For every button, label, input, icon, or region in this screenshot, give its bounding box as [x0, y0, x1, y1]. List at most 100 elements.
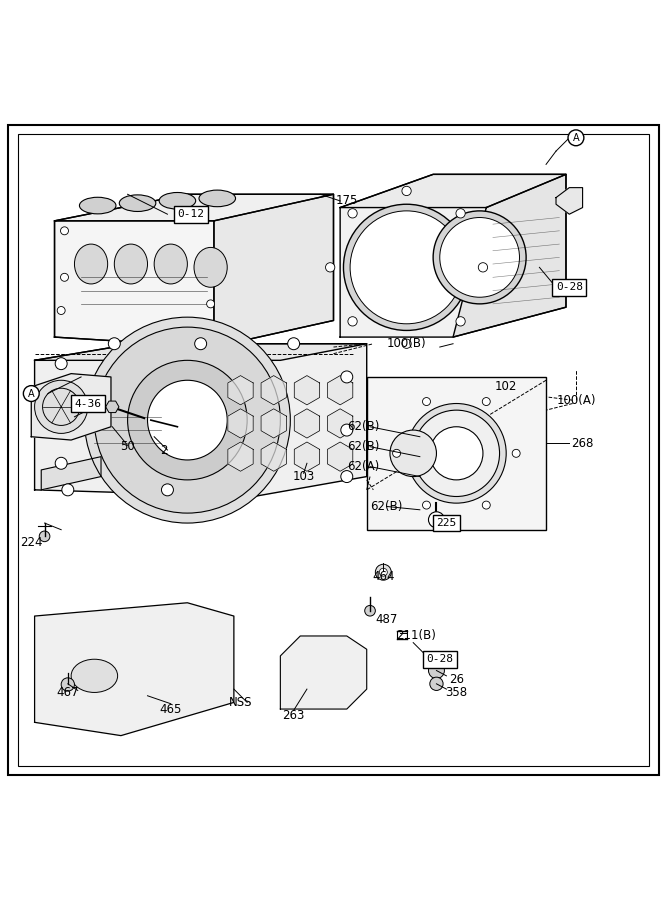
Text: 0-28: 0-28 — [556, 283, 583, 293]
Polygon shape — [35, 603, 234, 735]
Ellipse shape — [159, 193, 195, 209]
Ellipse shape — [154, 244, 187, 284]
Circle shape — [422, 501, 430, 509]
Circle shape — [482, 501, 490, 509]
Polygon shape — [35, 344, 367, 497]
Polygon shape — [340, 175, 566, 208]
Polygon shape — [261, 442, 286, 472]
FancyBboxPatch shape — [367, 377, 546, 530]
Polygon shape — [327, 375, 353, 405]
Polygon shape — [261, 375, 286, 405]
Text: 487: 487 — [376, 613, 398, 626]
Polygon shape — [340, 175, 566, 338]
Text: 103: 103 — [293, 470, 315, 483]
Circle shape — [365, 606, 376, 616]
Text: 4-36: 4-36 — [74, 399, 101, 409]
Circle shape — [127, 360, 247, 480]
Circle shape — [108, 338, 120, 350]
Circle shape — [55, 357, 67, 370]
Circle shape — [210, 333, 218, 341]
Ellipse shape — [119, 195, 156, 212]
Text: 2: 2 — [160, 444, 168, 456]
Circle shape — [35, 381, 88, 434]
Circle shape — [376, 564, 392, 580]
Text: 100(A): 100(A) — [556, 393, 596, 407]
Text: 225: 225 — [436, 518, 456, 528]
Ellipse shape — [79, 197, 116, 214]
Circle shape — [456, 209, 465, 218]
Polygon shape — [214, 194, 334, 347]
Circle shape — [62, 484, 74, 496]
Text: 62(B): 62(B) — [370, 500, 403, 513]
Circle shape — [55, 457, 67, 469]
Circle shape — [57, 307, 65, 314]
Text: A: A — [573, 133, 579, 143]
Ellipse shape — [71, 659, 117, 692]
Polygon shape — [294, 375, 319, 405]
Circle shape — [341, 371, 353, 382]
Circle shape — [390, 430, 436, 477]
Ellipse shape — [199, 190, 235, 207]
Polygon shape — [228, 442, 253, 472]
Circle shape — [207, 300, 215, 308]
Circle shape — [440, 218, 520, 297]
Circle shape — [325, 263, 335, 272]
Circle shape — [350, 211, 463, 324]
Text: 0-28: 0-28 — [426, 654, 454, 664]
Circle shape — [430, 677, 443, 690]
Polygon shape — [228, 375, 253, 405]
Circle shape — [341, 424, 353, 436]
Circle shape — [85, 317, 290, 523]
Polygon shape — [55, 220, 214, 347]
Text: 0-12: 0-12 — [177, 209, 204, 220]
Polygon shape — [327, 442, 353, 472]
Text: 62(B): 62(B) — [348, 440, 380, 454]
Polygon shape — [261, 409, 286, 438]
Text: 62(A): 62(A) — [348, 460, 380, 473]
Text: 175: 175 — [336, 194, 358, 207]
Circle shape — [55, 404, 67, 416]
Polygon shape — [228, 409, 253, 438]
Polygon shape — [55, 194, 334, 220]
Circle shape — [430, 427, 483, 480]
Circle shape — [195, 338, 207, 350]
Circle shape — [428, 512, 444, 527]
Polygon shape — [35, 344, 367, 360]
Circle shape — [39, 531, 50, 542]
Circle shape — [61, 227, 69, 235]
Polygon shape — [327, 409, 353, 438]
Polygon shape — [105, 401, 119, 412]
Text: 358: 358 — [446, 686, 468, 699]
Circle shape — [433, 211, 526, 304]
Text: 268: 268 — [572, 436, 594, 450]
Circle shape — [341, 471, 353, 482]
Circle shape — [414, 410, 500, 497]
Text: 50: 50 — [120, 440, 135, 454]
Circle shape — [456, 317, 465, 326]
Ellipse shape — [114, 244, 147, 284]
Text: 464: 464 — [372, 570, 395, 582]
Text: 467: 467 — [57, 686, 79, 699]
Polygon shape — [294, 442, 319, 472]
Circle shape — [161, 484, 173, 496]
Circle shape — [393, 449, 401, 457]
Polygon shape — [41, 456, 101, 490]
Ellipse shape — [75, 244, 107, 284]
Circle shape — [482, 398, 490, 406]
Circle shape — [61, 274, 69, 282]
Text: 100(B): 100(B) — [387, 338, 426, 350]
Text: 26: 26 — [449, 672, 464, 686]
Circle shape — [344, 204, 470, 330]
Text: 62(B): 62(B) — [348, 420, 380, 433]
Text: NSS: NSS — [229, 696, 252, 709]
Circle shape — [43, 388, 80, 426]
Polygon shape — [556, 187, 582, 214]
Text: 465: 465 — [159, 703, 182, 716]
Circle shape — [428, 662, 444, 679]
Circle shape — [422, 398, 430, 406]
Circle shape — [402, 186, 412, 195]
Text: 224: 224 — [20, 536, 43, 550]
Circle shape — [147, 381, 227, 460]
Polygon shape — [294, 409, 319, 438]
Circle shape — [402, 339, 412, 348]
